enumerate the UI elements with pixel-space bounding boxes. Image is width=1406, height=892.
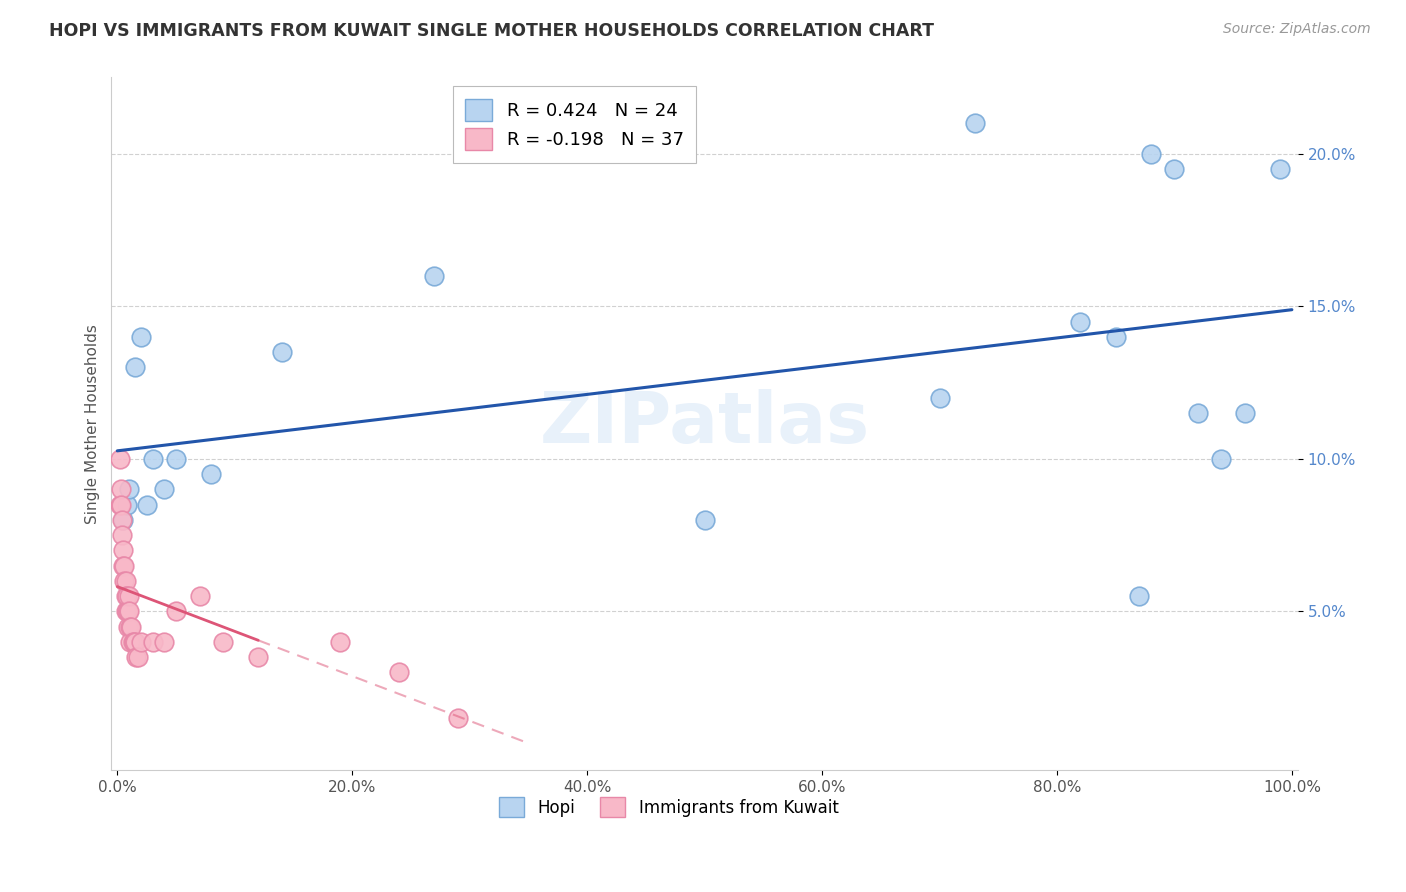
Point [693,513,716,527]
Point [1187,406,1209,420]
Point [1069,314,1091,328]
Point [110,498,132,512]
Point [114,589,136,603]
Point [111,513,134,527]
Point [135,498,157,512]
Point [247,650,270,665]
Point [153,635,176,649]
Point [122,635,145,649]
Point [1233,406,1256,420]
Point [117,619,139,633]
Point [118,483,141,497]
Point [112,513,135,527]
Point [120,619,142,633]
Point [121,635,143,649]
Text: Source: ZipAtlas.com: Source: ZipAtlas.com [1223,22,1371,37]
Point [447,711,470,725]
Point [115,589,138,603]
Point [141,635,163,649]
Point [165,604,187,618]
Point [153,483,176,497]
Point [1128,589,1150,603]
Point [124,635,146,649]
Point [423,268,446,283]
Point [963,116,986,130]
Text: HOPI VS IMMIGRANTS FROM KUWAIT SINGLE MOTHER HOUSEHOLDS CORRELATION CHART: HOPI VS IMMIGRANTS FROM KUWAIT SINGLE MO… [49,22,934,40]
Point [120,635,142,649]
Point [114,604,136,618]
Point [141,451,163,466]
Point [388,665,411,680]
Point [112,558,135,573]
Point [165,451,187,466]
Point [125,650,148,665]
Point [124,360,146,375]
Text: ZIPatlas: ZIPatlas [540,389,870,458]
Legend: Hopi, Immigrants from Kuwait: Hopi, Immigrants from Kuwait [492,790,845,824]
Point [329,635,352,649]
Point [112,558,135,573]
Point [129,635,152,649]
Point [212,635,235,649]
Point [112,574,135,588]
Point [1105,330,1128,344]
Point [928,391,950,405]
Point [270,345,292,359]
Point [188,589,211,603]
Y-axis label: Single Mother Households: Single Mother Households [86,324,100,524]
Point [120,619,142,633]
Point [115,498,138,512]
Point [110,483,132,497]
Point [111,528,134,542]
Point [114,574,136,588]
Point [112,543,135,558]
Point [127,650,149,665]
Point [118,604,141,618]
Point [1163,161,1185,176]
Point [108,451,131,466]
Point [118,589,141,603]
Point [200,467,222,481]
Point [1211,451,1233,466]
Point [108,498,131,512]
Point [117,604,139,618]
Point [115,604,138,618]
Point [1268,161,1291,176]
Point [1140,146,1163,161]
Point [129,330,152,344]
